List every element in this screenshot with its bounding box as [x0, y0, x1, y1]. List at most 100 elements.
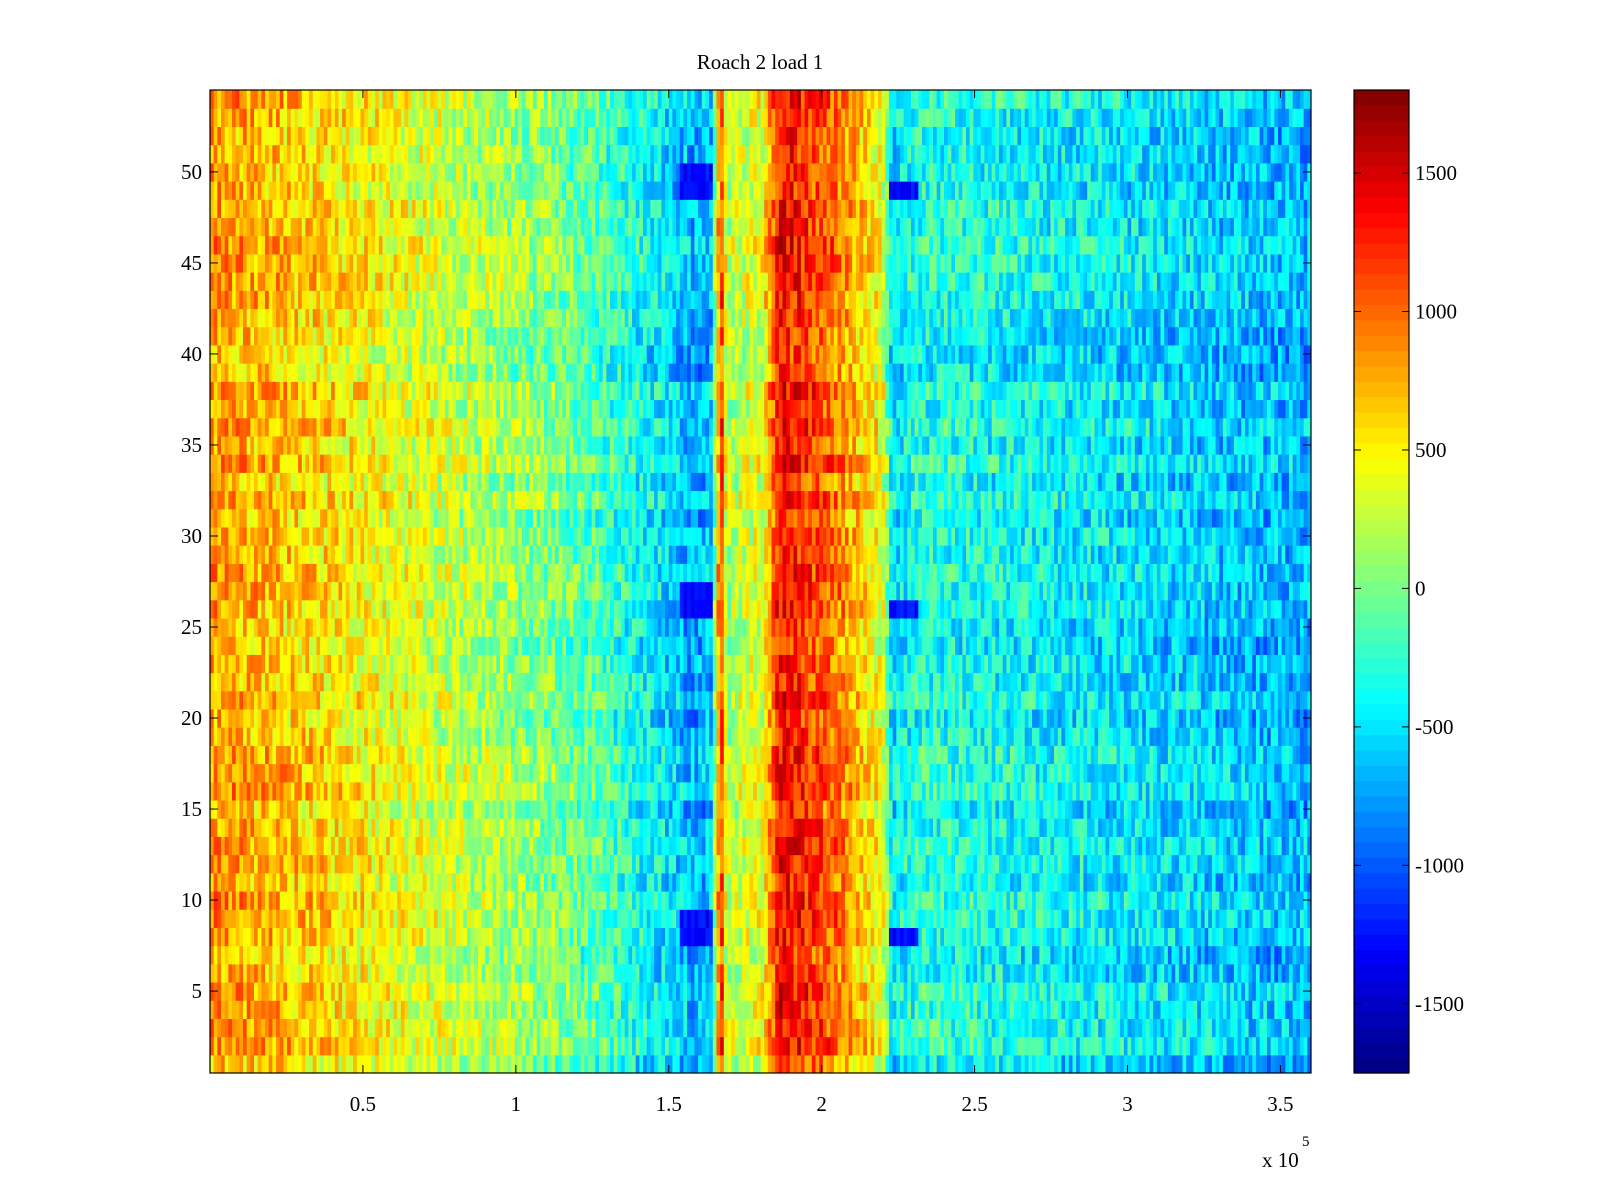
heatmap-cell: [382, 854, 387, 874]
heatmap-cell: [1160, 945, 1165, 965]
heatmap-cell: [287, 963, 292, 983]
heatmap-cell: [1010, 945, 1015, 965]
heatmap-cell: [1054, 781, 1059, 801]
heatmap-cell: [404, 854, 409, 874]
heatmap-cell: [1050, 1036, 1055, 1056]
heatmap-cell: [474, 927, 479, 947]
heatmap-cell: [287, 763, 292, 783]
heatmap-cell: [958, 981, 963, 1001]
heatmap-cell: [1090, 836, 1096, 856]
heatmap-cell: [661, 1018, 666, 1038]
heatmap-cell: [800, 1054, 806, 1073]
heatmap-cell: [1024, 945, 1030, 965]
heatmap-cell: [1094, 945, 1099, 965]
heatmap-cell: [811, 909, 817, 928]
heatmap-cell: [705, 963, 710, 983]
heatmap-cell: [294, 927, 299, 947]
heatmap-cell: [1171, 909, 1176, 928]
heatmap-cell: [1219, 818, 1224, 837]
heatmap-cell: [701, 963, 707, 983]
heatmap-cell: [1193, 963, 1198, 983]
heatmap-cell: [639, 1018, 644, 1038]
heatmap-cell: [859, 818, 864, 837]
heatmap-cell: [364, 909, 369, 928]
heatmap-cell: [621, 763, 626, 783]
heatmap-cell: [1068, 890, 1074, 910]
heatmap-cell: [562, 909, 567, 928]
heatmap-cell: [969, 981, 974, 1001]
heatmap-cell: [323, 781, 329, 801]
heatmap-cell: [1219, 836, 1224, 856]
heatmap-cell: [665, 781, 670, 801]
heatmap-cell: [955, 799, 960, 819]
heatmap-cell: [437, 890, 442, 910]
heatmap-cell: [239, 945, 244, 965]
heatmap-cell: [239, 890, 244, 910]
heatmap-cell: [591, 927, 596, 947]
heatmap-cell: [1010, 1036, 1015, 1056]
heatmap-cell: [272, 963, 277, 983]
heatmap-cell: [1006, 981, 1011, 1001]
heatmap-cell: [844, 981, 850, 1001]
heatmap-cell: [679, 872, 685, 892]
heatmap-cell: [217, 927, 222, 947]
heatmap-cell: [474, 854, 479, 874]
heatmap-cell: [217, 890, 222, 910]
heatmap-cell: [984, 981, 989, 1001]
heatmap-cell: [426, 1054, 431, 1073]
heatmap-cell: [588, 1018, 593, 1038]
heatmap-cell: [1171, 1018, 1176, 1038]
heatmap-cell: [720, 836, 725, 856]
heatmap-cell: [595, 1036, 600, 1056]
heatmap-cell: [470, 836, 475, 856]
heatmap-cell: [353, 854, 358, 874]
heatmap-cell: [327, 799, 332, 819]
heatmap-cell: [767, 1054, 773, 1073]
heatmap-cell: [327, 1036, 332, 1056]
heatmap-cell: [639, 963, 644, 983]
heatmap-cell: [305, 872, 310, 892]
heatmap-cell: [1123, 1054, 1129, 1073]
heatmap-cell: [235, 872, 240, 892]
heatmap-cell: [283, 1054, 288, 1073]
heatmap-cell: [452, 872, 457, 892]
heatmap-cell: [529, 963, 534, 983]
heatmap-cell: [1079, 890, 1085, 910]
heatmap-cell: [1270, 1054, 1275, 1073]
heatmap-cell: [345, 981, 351, 1001]
heatmap-cell: [290, 963, 296, 983]
heatmap-cell: [771, 963, 776, 983]
heatmap-cell: [1266, 981, 1272, 1001]
heatmap-cell: [1252, 890, 1257, 910]
heatmap-cell: [213, 763, 218, 783]
heatmap-cell: [378, 872, 384, 892]
heatmap-cell: [408, 927, 413, 947]
heatmap-cell: [1222, 1000, 1228, 1019]
heatmap-cell: [1050, 836, 1055, 856]
heatmap-cell: [1160, 781, 1165, 801]
heatmap-cell: [940, 872, 945, 892]
heatmap-cell: [918, 927, 923, 947]
heatmap-cell: [767, 1036, 773, 1056]
heatmap-cell: [782, 1036, 787, 1056]
heatmap-cell: [903, 799, 908, 819]
heatmap-cell: [635, 945, 640, 965]
heatmap-cell: [378, 763, 384, 783]
heatmap-cell: [643, 890, 648, 910]
heatmap-cell: [411, 818, 417, 837]
heatmap-cell: [1101, 890, 1107, 910]
heatmap-cell: [885, 872, 890, 892]
heatmap-cell: [742, 872, 747, 892]
heatmap-cell: [742, 927, 747, 947]
heatmap-cell: [1197, 1054, 1202, 1073]
heatmap-cell: [283, 890, 288, 910]
heatmap-cell: [367, 763, 373, 783]
heatmap-cell: [367, 1000, 373, 1019]
heatmap-cell: [727, 1018, 732, 1038]
heatmap-cell: [518, 909, 523, 928]
heatmap-cell: [995, 854, 1000, 874]
heatmap-cell: [290, 763, 296, 783]
heatmap-cell: [848, 781, 853, 801]
heatmap-cell: [734, 872, 740, 892]
heatmap-cell: [775, 781, 780, 801]
